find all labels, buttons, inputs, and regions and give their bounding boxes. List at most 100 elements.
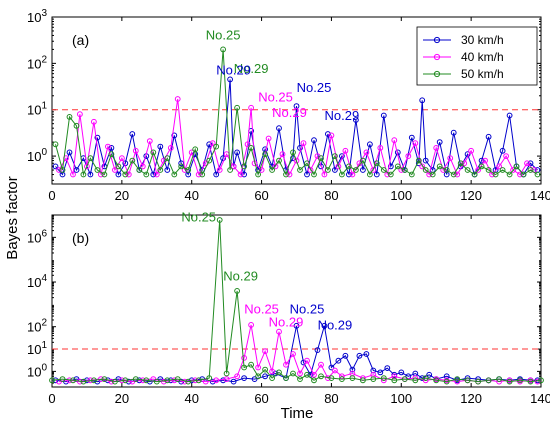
data-point	[213, 171, 220, 178]
annotation-label: No.25	[290, 301, 325, 316]
data-point	[478, 163, 485, 170]
data-point	[517, 377, 523, 384]
data-point	[485, 133, 492, 140]
data-point	[496, 163, 503, 170]
data-point	[171, 171, 178, 178]
data-point	[433, 145, 440, 151]
data-point	[363, 149, 370, 156]
data-point	[412, 140, 419, 147]
data-point	[370, 376, 377, 383]
data-point	[380, 112, 387, 119]
legend-entry: 50 km/h	[461, 67, 504, 81]
data-point	[360, 167, 366, 173]
annotation-label: No.29	[216, 62, 251, 77]
x-tick-label: 140	[530, 188, 550, 203]
data-point	[538, 377, 544, 384]
data-point	[513, 163, 520, 170]
data-point	[129, 157, 136, 164]
data-point	[380, 375, 387, 382]
data-point	[342, 147, 349, 154]
data-point	[153, 171, 160, 178]
data-point	[380, 167, 387, 173]
data-point	[143, 171, 150, 178]
data-point	[401, 376, 408, 383]
data-point	[132, 147, 139, 154]
data-point	[94, 134, 101, 141]
annotation-label: No.29	[223, 268, 258, 283]
data-point	[332, 367, 338, 374]
data-point	[272, 163, 279, 170]
data-point	[387, 171, 394, 178]
data-point	[129, 131, 136, 137]
data-point	[464, 167, 471, 173]
data-point	[119, 155, 125, 162]
series-line	[55, 49, 538, 177]
y-tick-label: 104	[27, 273, 47, 290]
data-point	[230, 163, 237, 170]
data-point	[290, 149, 296, 156]
data-point	[80, 378, 87, 385]
data-point	[297, 145, 303, 151]
data-point	[143, 377, 150, 384]
data-point	[391, 137, 398, 144]
data-point	[304, 171, 310, 178]
data-point	[167, 145, 174, 151]
data-point	[367, 171, 373, 178]
data-point	[335, 357, 342, 364]
data-point	[506, 171, 513, 178]
data-point	[349, 366, 356, 373]
data-point	[360, 377, 366, 384]
data-point	[220, 46, 227, 53]
data-point	[422, 375, 429, 382]
data-point	[436, 139, 443, 146]
data-point	[157, 167, 164, 173]
data-point	[199, 171, 206, 178]
data-point	[150, 149, 157, 156]
data-point	[216, 167, 223, 173]
data-point	[433, 377, 440, 384]
annotation-label: No.25	[297, 80, 332, 95]
data-point	[328, 132, 335, 139]
data-point	[73, 167, 80, 173]
annotation-label: No.29	[272, 105, 307, 120]
data-point	[450, 171, 457, 178]
annotation-label: No.29	[234, 61, 269, 76]
data-point	[91, 377, 97, 384]
data-point	[311, 371, 317, 378]
data-point	[125, 171, 132, 178]
data-point	[248, 361, 255, 368]
data-point	[153, 378, 160, 385]
data-point	[377, 145, 384, 151]
data-point	[304, 160, 310, 167]
data-point	[227, 167, 234, 173]
data-point	[422, 167, 429, 173]
data-point	[485, 377, 492, 384]
data-point	[279, 151, 286, 158]
data-point	[115, 171, 122, 178]
data-point	[394, 163, 401, 170]
data-point	[405, 153, 412, 160]
x-tick-label: 0	[48, 188, 55, 203]
data-point	[269, 375, 276, 382]
data-point	[146, 138, 153, 145]
data-point	[227, 76, 234, 83]
data-point	[454, 171, 461, 178]
data-point	[234, 288, 241, 294]
annotation-label: No.29	[318, 317, 353, 332]
data-point	[59, 167, 66, 173]
data-point	[527, 160, 534, 167]
x-tick-label: 0	[48, 391, 55, 406]
data-point	[56, 167, 62, 173]
data-point	[367, 141, 373, 148]
data-point	[220, 155, 227, 162]
data-point	[164, 155, 171, 162]
data-point	[241, 364, 248, 371]
data-point	[220, 377, 227, 384]
data-point	[370, 367, 377, 374]
data-point	[346, 171, 352, 178]
data-point	[349, 171, 356, 178]
data-point	[339, 171, 345, 178]
data-point	[105, 143, 111, 150]
data-point	[370, 167, 377, 173]
